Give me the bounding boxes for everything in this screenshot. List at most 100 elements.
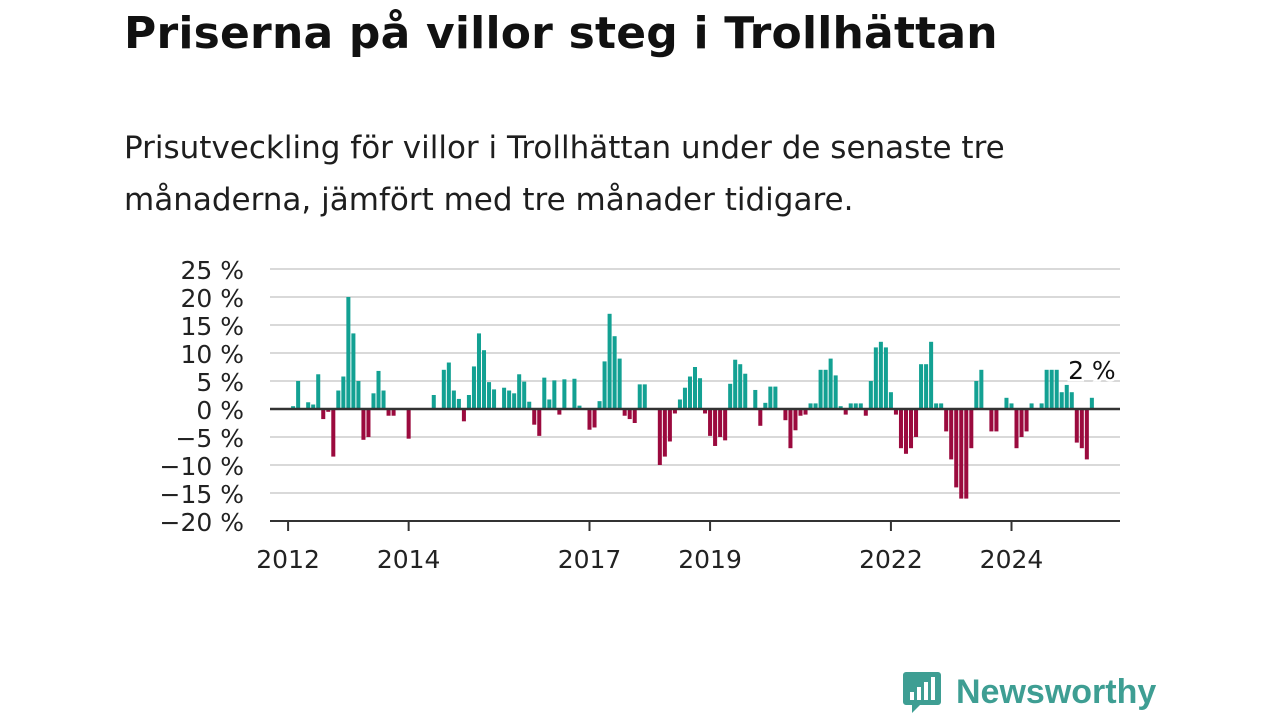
bar [1024,409,1029,432]
bar [321,409,326,420]
bar [939,403,944,409]
bar-chart-speech-bubble-icon [903,672,941,713]
bar [838,406,843,409]
y-tick-label: 10 % [180,340,244,369]
bar [557,409,562,415]
bar [451,390,456,409]
bar [522,381,527,409]
bar [1059,392,1064,409]
bar [487,382,492,409]
bar [1029,403,1034,409]
chart-subtitle: Prisutveckling för villor i Trollhättan … [124,130,1005,218]
bar [406,409,411,439]
bar [376,370,381,409]
bar [1049,369,1054,409]
bar [818,369,823,409]
bar [1069,392,1074,409]
bar [547,399,552,409]
chart-title: Priserna på villor steg i Trollhättan [124,8,998,59]
bar [898,409,903,449]
bar [597,401,602,409]
y-tick-label: 0 % [196,396,244,425]
bar [883,347,888,409]
bar [602,361,607,409]
bar [517,374,522,409]
brand-name: Newsworthy [956,672,1157,711]
y-tick-label: 15 % [180,312,244,341]
x-tick-label: 2022 [859,545,923,574]
bar [909,409,914,449]
bar [954,409,959,488]
bar [682,387,687,409]
bar [924,364,929,409]
bar [677,399,682,409]
bar [969,409,974,449]
bar [974,381,979,409]
bar [471,366,476,409]
bar [502,387,507,409]
bar [391,409,396,416]
bar [878,341,883,409]
bar [296,381,301,409]
bar [1014,409,1019,449]
bar [808,403,813,409]
bar [979,369,984,409]
bar [723,409,728,441]
bar [1019,409,1024,437]
bar [1089,397,1094,409]
bar [667,409,672,442]
y-tick-label: 25 % [180,256,244,285]
y-tick-label: −15 % [160,480,244,509]
bar [371,393,376,409]
bar [577,405,582,409]
bar [1054,369,1059,409]
bar [306,402,311,409]
bar [592,409,597,428]
y-tick-label: −5 % [175,424,244,453]
bar [919,364,924,409]
bar [476,333,481,409]
bar [492,389,497,409]
bar [703,409,708,414]
bar [803,409,808,415]
bar [456,398,461,409]
bar [351,333,356,409]
bar [1039,403,1044,409]
bar [366,409,371,437]
bar [381,390,386,409]
bar [446,362,451,409]
last-value-label: 2 % [1068,356,1116,385]
bar [934,403,939,409]
bar [989,409,994,432]
x-tick-label: 2024 [980,545,1044,574]
bar [612,336,617,409]
bar [944,409,949,432]
bar [713,409,718,446]
bar [607,313,612,409]
y-tick-label: −20 % [160,508,244,537]
bar [718,409,723,437]
bar [843,409,848,415]
bar [461,409,466,422]
bar [783,409,788,421]
bar [326,409,331,412]
bar [441,369,446,409]
bar [481,350,487,409]
bar [311,404,316,409]
bar [316,374,321,409]
bar [959,409,964,499]
bar [622,409,627,416]
bar [903,409,909,454]
bar [738,364,743,409]
bar [632,409,637,423]
bar [431,395,436,409]
bar [888,392,893,409]
bar [1074,409,1079,443]
bar [868,381,873,409]
bar [361,409,366,440]
bar [657,409,662,465]
bar [537,409,542,436]
bar [642,384,647,409]
bar [1044,369,1049,409]
bar [662,409,667,457]
